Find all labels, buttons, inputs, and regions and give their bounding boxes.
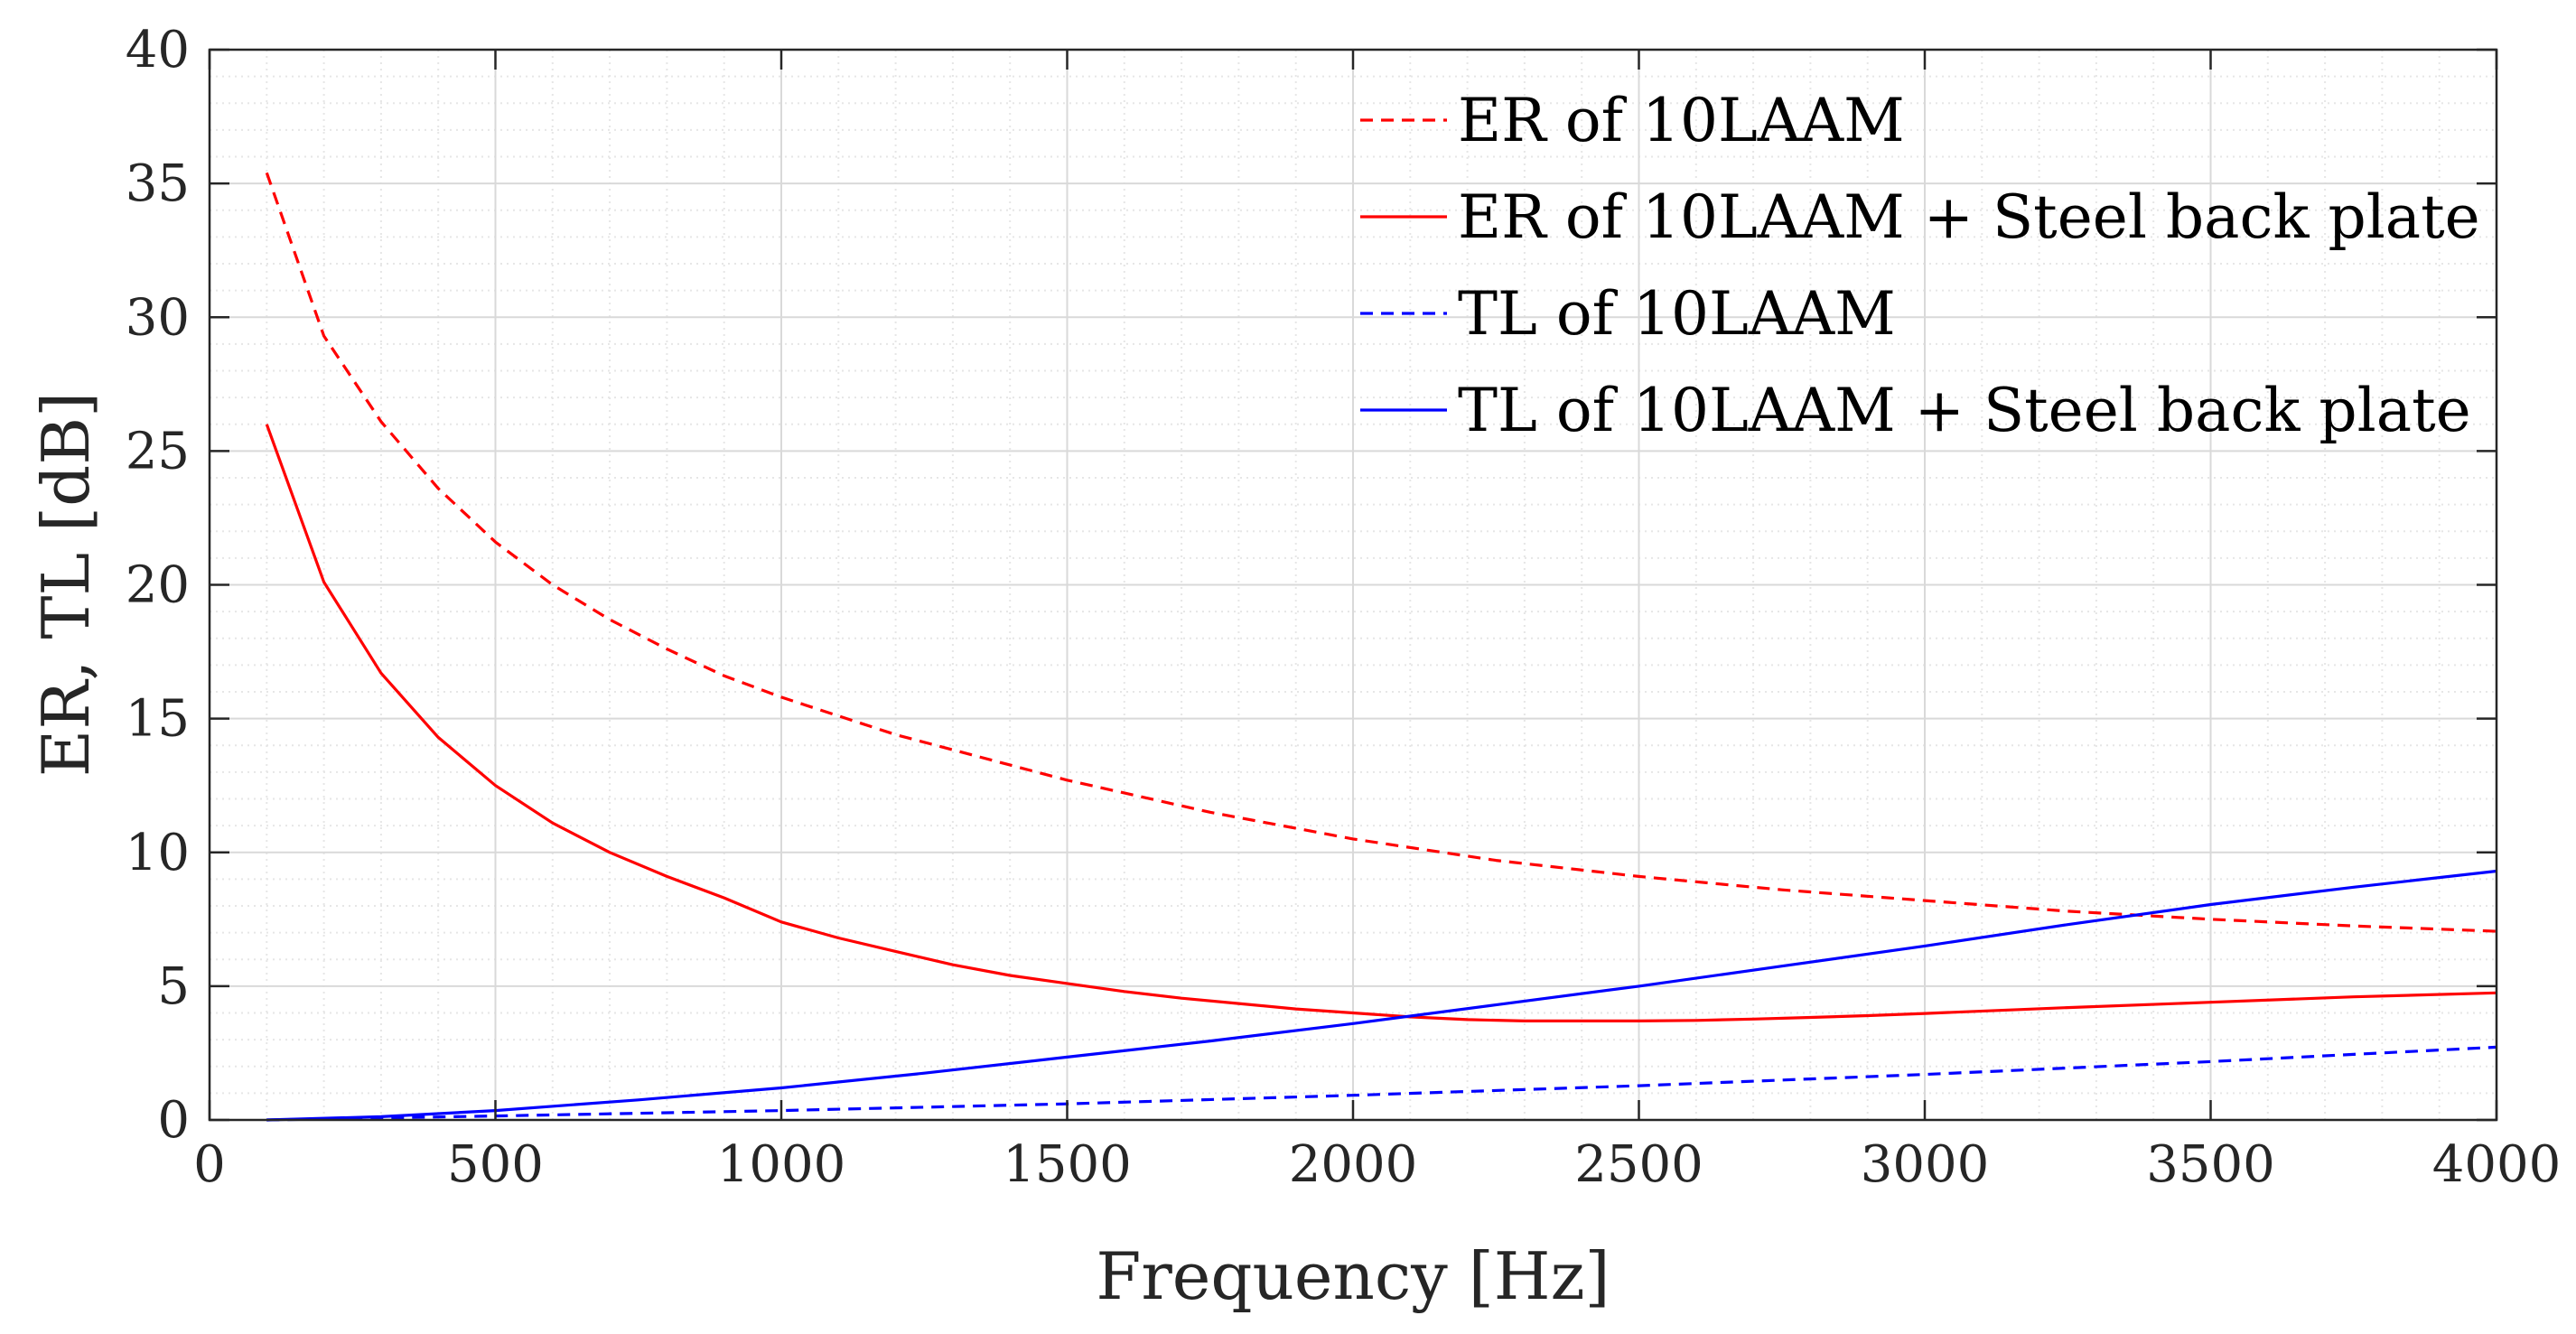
series-line-1 [265, 172, 2497, 933]
y-tick-labels: 0 5 10 15 20 25 30 35 40 [126, 21, 190, 1150]
y-tick-label: 10 [126, 824, 190, 882]
legend: ER of 10LAAM ER of 10LAAM + Steel back pl… [1360, 86, 2480, 445]
y-tick-label: 30 [126, 288, 190, 347]
x-axis-title: Frequency [Hz] [1096, 1238, 1610, 1314]
x-tick-label: 1500 [1003, 1135, 1132, 1194]
series-line-3 [266, 1045, 2497, 1122]
series-layer [265, 172, 2497, 1122]
x-tick-label: 1000 [717, 1135, 846, 1194]
legend-label: ER of 10LAAM + Steel back plate [1458, 182, 2480, 252]
y-axis-title: ER, TL [dB] [28, 392, 104, 777]
x-tick-label: 3000 [1861, 1135, 1990, 1194]
legend-label: ER of 10LAAM [1458, 86, 1905, 155]
series-line-4 [266, 869, 2497, 1122]
legend-label: TL of 10LAAM + Steel back plate [1458, 376, 2471, 445]
x-tick-label: 3500 [2146, 1135, 2275, 1194]
minor-grid [210, 50, 2497, 1120]
x-tick-label: 2500 [1574, 1135, 1703, 1194]
y-tick-label: 5 [157, 957, 190, 1016]
series-line-2 [265, 424, 2497, 1023]
x-tick-label: 500 [447, 1135, 544, 1194]
y-tick-label: 35 [126, 154, 190, 213]
x-tick-label: 4000 [2432, 1135, 2562, 1194]
y-tick-label: 25 [126, 422, 190, 480]
x-tick-label: 2000 [1289, 1135, 1418, 1194]
x-tick-label: 0 [193, 1135, 226, 1194]
y-tick-label: 0 [157, 1091, 190, 1150]
y-tick-label: 40 [126, 21, 190, 79]
legend-label: TL of 10LAAM [1458, 279, 1896, 349]
y-tick-label: 15 [126, 690, 190, 749]
axis-ticks [208, 48, 2498, 1122]
y-tick-label: 20 [126, 556, 190, 615]
x-tick-labels: 0 500 1000 1500 2000 2500 3000 3500 4000 [193, 1135, 2561, 1194]
